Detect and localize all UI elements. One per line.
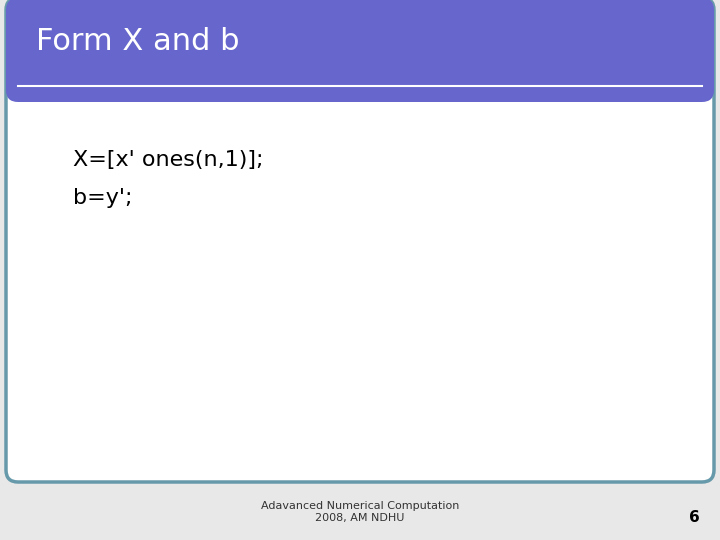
FancyBboxPatch shape [6,0,714,482]
Text: X=[x' ones(n,1)];: X=[x' ones(n,1)]; [73,150,264,170]
Text: Adavanced Numerical Computation
2008, AM NDHU: Adavanced Numerical Computation 2008, AM… [261,501,459,523]
Text: b=y';: b=y'; [73,188,132,208]
Text: Form X and b: Form X and b [36,28,240,57]
Bar [19,50,701,90]
Text: 6: 6 [689,510,700,525]
FancyBboxPatch shape [6,0,714,102]
